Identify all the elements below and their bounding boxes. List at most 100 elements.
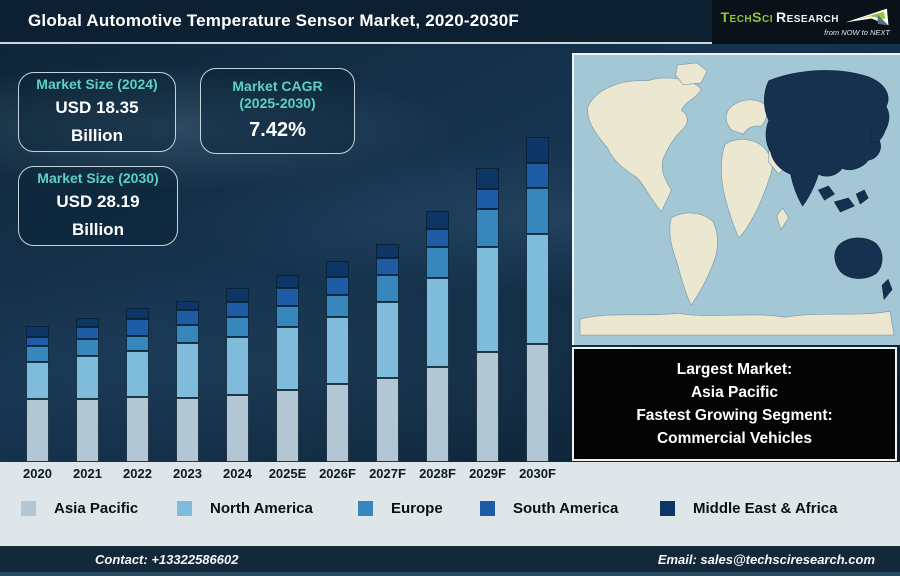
bar-segment-europe bbox=[126, 336, 149, 351]
bar-segment-asia-pacific bbox=[176, 398, 199, 462]
bar-segment-south-america bbox=[26, 336, 49, 347]
callout-line: Asia Pacific bbox=[690, 383, 779, 401]
bar-segment-north-america bbox=[126, 350, 149, 398]
bar-2020 bbox=[26, 326, 49, 462]
legend-item-asia-pacific: Asia Pacific bbox=[21, 500, 138, 517]
legend-item-north-america: North America bbox=[177, 500, 313, 517]
bar-segment-middle-east-africa bbox=[276, 275, 299, 289]
stat-card-cagr: Market CAGR (2025-2030) 7.42% bbox=[200, 68, 355, 154]
bar-segment-middle-east-africa bbox=[76, 317, 99, 327]
bar-segment-europe bbox=[326, 295, 349, 318]
world-map bbox=[572, 53, 900, 345]
map-region-greenland bbox=[675, 62, 708, 86]
map-region-south-america bbox=[669, 212, 718, 306]
legend-label: Europe bbox=[391, 500, 443, 517]
bar-segment-asia-pacific bbox=[226, 395, 249, 462]
bar-segment-asia-pacific bbox=[426, 367, 449, 462]
bar-segment-south-america bbox=[476, 189, 499, 210]
bar-segment-europe bbox=[226, 317, 249, 337]
bar-segment-middle-east-africa bbox=[376, 243, 399, 258]
bar-2022 bbox=[126, 308, 149, 462]
bar-segment-middle-east-africa bbox=[26, 326, 49, 337]
bar-segment-middle-east-africa bbox=[476, 168, 499, 190]
bar-segment-south-america bbox=[76, 326, 99, 340]
bar-segment-north-america bbox=[476, 247, 499, 352]
logo-arrow-icon bbox=[845, 8, 889, 26]
bar-2029F bbox=[476, 168, 499, 462]
stacked-bar-chart bbox=[0, 44, 570, 462]
bar-segment-europe bbox=[76, 339, 99, 357]
legend-label: Asia Pacific bbox=[54, 500, 139, 517]
bar-segment-asia-pacific bbox=[126, 397, 149, 462]
map-region-southeast-asia bbox=[817, 185, 835, 201]
legend-item-south-america: South America bbox=[480, 500, 618, 517]
map-region-philippines bbox=[855, 189, 869, 205]
bar-2027F bbox=[376, 243, 399, 462]
callout-line: Commercial Vehicles bbox=[656, 430, 813, 448]
bar-segment-north-america bbox=[376, 301, 399, 378]
bar-segment-europe bbox=[476, 209, 499, 248]
bar-segment-south-america bbox=[176, 310, 199, 326]
legend-swatch bbox=[480, 501, 495, 516]
bar-segment-north-america bbox=[426, 278, 449, 368]
bar-segment-asia-pacific bbox=[276, 390, 299, 462]
bar-segment-europe bbox=[26, 346, 49, 362]
x-axis-label-2022: 2022 bbox=[123, 466, 152, 481]
bar-segment-north-america bbox=[76, 356, 99, 400]
map-region-europe bbox=[725, 99, 768, 135]
bar-segment-asia-pacific bbox=[326, 384, 349, 462]
bar-segment-middle-east-africa bbox=[526, 137, 549, 164]
bar-segment-north-america bbox=[526, 234, 549, 345]
bar-segment-north-america bbox=[176, 343, 199, 399]
bar-segment-south-america bbox=[276, 288, 299, 307]
stat-card-market-size-2030: Market Size (2030) USD 28.19 Billion bbox=[18, 166, 178, 246]
map-region-new-zealand bbox=[881, 278, 893, 301]
bar-segment-south-america bbox=[326, 276, 349, 296]
bar-segment-middle-east-africa bbox=[426, 211, 449, 230]
bar-segment-middle-east-africa bbox=[326, 261, 349, 277]
x-axis-label-2025E: 2025E bbox=[268, 466, 307, 481]
map-region-indonesia bbox=[833, 197, 855, 213]
callout-line: Fastest Growing Segment: bbox=[636, 407, 833, 424]
bottom-band: 2020 2021 2022 2023 2024 2025E 2026F 2027F 2028F… bbox=[0, 462, 900, 546]
x-axis-label-2029F: 2029F bbox=[469, 466, 506, 481]
stat-label: Market Size (2030) bbox=[37, 169, 159, 186]
map-region-africa bbox=[720, 139, 773, 239]
bar-segment-asia-pacific bbox=[476, 351, 499, 462]
bar-segment-middle-east-africa bbox=[176, 300, 199, 311]
map-region-australia bbox=[834, 237, 883, 279]
chart-area: Market Size (2024) USD 18.35 Billion Mar… bbox=[0, 44, 900, 462]
x-axis-label-2023: 2023 bbox=[173, 466, 202, 481]
bar-segment-europe bbox=[376, 275, 399, 302]
callout-line: Largest Market: bbox=[676, 360, 793, 378]
bar-2025E bbox=[276, 275, 299, 462]
bar-segment-asia-pacific bbox=[526, 344, 549, 462]
stat-value: 7.42% bbox=[249, 118, 306, 141]
legend-swatch bbox=[358, 501, 373, 516]
bar-2026F bbox=[326, 261, 349, 462]
legend-swatch bbox=[660, 501, 675, 516]
header-bar: Global Automotive Temperature Sensor Mar… bbox=[0, 0, 900, 44]
bar-2023 bbox=[176, 300, 199, 462]
map-region-antarctica bbox=[579, 310, 895, 336]
bar-segment-north-america bbox=[226, 337, 249, 395]
chart-legend: Asia Pacific North America Europe South Ame… bbox=[0, 500, 900, 530]
legend-item-europe: Europe bbox=[358, 500, 443, 517]
stat-unit: Billion bbox=[71, 125, 123, 145]
bar-2024 bbox=[226, 288, 249, 462]
legend-item-middle-east-africa: Middle East & Africa bbox=[660, 500, 837, 517]
legend-label: North America bbox=[210, 500, 313, 517]
stat-label: Market Size (2024) bbox=[36, 75, 158, 92]
stat-card-market-size-2024: Market Size (2024) USD 18.35 Billion bbox=[18, 72, 176, 152]
techsci-logo: TechSci Research from NOW to NEXT bbox=[712, 0, 900, 44]
bar-segment-europe bbox=[426, 246, 449, 279]
bar-segment-north-america bbox=[326, 317, 349, 384]
legend-swatch bbox=[21, 501, 36, 516]
stat-value: USD 28.19 bbox=[56, 192, 140, 212]
bar-segment-south-america bbox=[376, 257, 399, 276]
footer-contact: Contact: +13322586602 bbox=[95, 551, 239, 567]
x-axis-label-2026F: 2026F bbox=[319, 466, 356, 481]
page-title: Global Automotive Temperature Sensor Mar… bbox=[28, 11, 519, 30]
x-axis-label-2030F: 2030F bbox=[519, 466, 556, 481]
